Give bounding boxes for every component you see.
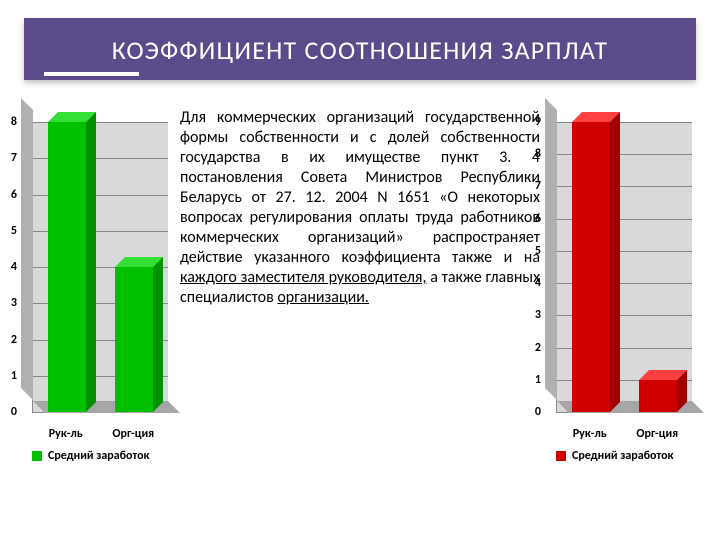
chart-left-plot: 012345678 — [32, 122, 168, 413]
bar — [572, 122, 610, 412]
ytick-label: 2 — [11, 333, 17, 347]
xtick-label: Рук-ль — [37, 413, 95, 441]
chart-right-bars — [557, 122, 692, 412]
xtick-label: Орг-ция — [104, 413, 162, 441]
chart-right: 0123456789 Рук-ль Орг-ция Средний зарабо… — [556, 122, 691, 463]
chart-left-xticks: Рук-ль Орг-ция — [32, 413, 167, 441]
chart-left-side — [21, 98, 33, 400]
page-title: КОЭФФИЦИЕНТ СООТНОШЕНИЯ ЗАРПЛАТ — [24, 18, 696, 66]
chart-left-bars — [33, 122, 168, 412]
body-paragraph: Для коммерческих организаций государстве… — [180, 108, 540, 308]
chart-right-plot: 0123456789 — [556, 122, 692, 413]
xtick-label: Орг-ция — [628, 413, 686, 441]
legend-swatch-icon — [32, 451, 42, 461]
ytick-label: 0 — [535, 405, 541, 419]
para-underlined: организации. — [277, 288, 369, 307]
ytick-label: 2 — [535, 341, 541, 355]
ytick-label: 3 — [11, 296, 17, 310]
ytick-label: 5 — [11, 224, 17, 238]
chart-right-xticks: Рук-ль Орг-ция — [556, 413, 691, 441]
chart-right-side — [545, 98, 557, 400]
ytick-label: 3 — [535, 308, 541, 322]
chart-left-legend: Средний заработок — [32, 449, 167, 463]
legend-swatch-icon — [556, 451, 566, 461]
ytick-label: 7 — [11, 151, 17, 165]
slide: КОЭФФИЦИЕНТ СООТНОШЕНИЯ ЗАРПЛАТ 01234567… — [0, 0, 720, 540]
xtick-label: Рук-ль — [561, 413, 619, 441]
ytick-label: 8 — [11, 115, 17, 129]
ytick-label: 4 — [11, 260, 17, 274]
ytick-label: 6 — [11, 188, 17, 202]
bar — [48, 122, 86, 412]
legend-label: Средний заработок — [48, 449, 149, 463]
ytick-label: 1 — [535, 373, 541, 387]
legend-label: Средний заработок — [572, 449, 673, 463]
chart-right-legend: Средний заработок — [556, 449, 691, 463]
bar — [115, 267, 153, 412]
chart-left: 012345678 Рук-ль Орг-ция Средний заработ… — [32, 122, 167, 463]
para-part: Для коммерческих организаций государстве… — [180, 108, 540, 267]
para-underlined: каждого заместителя руководителя, — [180, 268, 427, 287]
title-band: КОЭФФИЦИЕНТ СООТНОШЕНИЯ ЗАРПЛАТ — [24, 18, 696, 80]
ytick-label: 1 — [11, 369, 17, 383]
ytick-label: 0 — [11, 405, 17, 419]
title-underline — [44, 72, 139, 76]
bar — [639, 380, 677, 412]
